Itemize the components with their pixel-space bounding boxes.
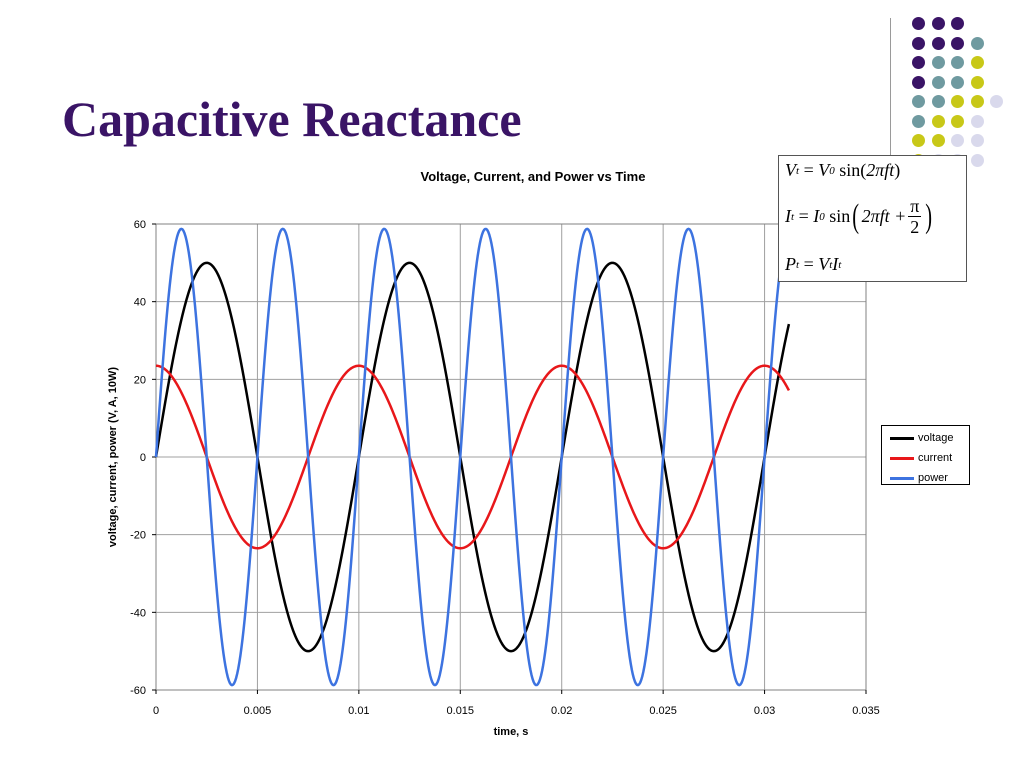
formula-symbol: I xyxy=(785,206,791,226)
formula-argument: 2πft + xyxy=(861,206,907,226)
decorative-dot xyxy=(931,75,945,89)
current-series-line xyxy=(155,364,791,550)
y-tick-label: -20 xyxy=(130,530,146,542)
formula-symbol: I xyxy=(832,254,839,274)
legend-item-power: power xyxy=(890,468,969,488)
decorative-dot xyxy=(931,56,945,69)
fraction-denominator: 2 xyxy=(910,217,920,237)
formula-subscript: 0 xyxy=(819,210,825,223)
formula-function: sin xyxy=(839,160,861,180)
formula-symbol: V xyxy=(818,160,830,180)
x-tick-label: 0.015 xyxy=(447,705,475,717)
x-tick-label: 0.005 xyxy=(244,705,272,717)
formula-symbol: V xyxy=(818,254,830,274)
axis-ticks: -60 -40 -20 0 20 40 60 0 0.005 0.01 0.015 0.02 0.025… xyxy=(130,219,880,717)
formula-equals: = xyxy=(798,206,809,226)
legend-label: power xyxy=(918,472,948,484)
x-tick-label: 0 xyxy=(153,705,159,717)
chart-title: Voltage, Current, and Power vs Time xyxy=(421,169,646,184)
formula-symbol: I xyxy=(813,206,820,226)
legend-item-current: current xyxy=(890,448,969,468)
y-tick-label: 20 xyxy=(134,374,146,386)
decorative-dot xyxy=(912,75,925,89)
y-tick-label: 60 xyxy=(134,219,146,231)
formula-subscript: t xyxy=(838,258,842,271)
formula-function: sin xyxy=(829,206,851,226)
x-tick-label: 0.03 xyxy=(754,705,775,717)
formula-subscript: t xyxy=(791,210,795,223)
decorative-dot xyxy=(990,95,1003,108)
x-tick-label: 0.035 xyxy=(852,705,880,717)
y-tick-label: 0 xyxy=(140,452,146,464)
series-lines xyxy=(154,227,791,687)
formula-symbol: V xyxy=(785,160,796,180)
decorative-dot xyxy=(912,134,925,147)
y-tick-label: -60 xyxy=(130,685,146,697)
formula-equals: = xyxy=(803,160,814,180)
decorative-dot xyxy=(970,153,984,167)
decorative-dot xyxy=(951,36,964,50)
formula-subscript: t xyxy=(796,258,800,271)
legend-label: current xyxy=(918,452,953,464)
y-tick-label: -40 xyxy=(130,607,146,619)
decorative-dot xyxy=(931,36,945,50)
chart-legend: voltage current power xyxy=(881,425,970,485)
right-paren: ) xyxy=(925,197,933,235)
decorative-dot xyxy=(912,36,925,50)
x-tick-label: 0.02 xyxy=(551,705,572,717)
decorative-dot xyxy=(912,56,925,69)
x-axis-label: time, s xyxy=(494,726,529,738)
formula-equals: = xyxy=(803,254,814,274)
decorative-dot xyxy=(970,114,984,128)
fraction-numerator: π xyxy=(908,196,922,217)
decorative-dot xyxy=(951,75,964,89)
decorative-dot xyxy=(970,134,984,147)
divider-line xyxy=(890,18,891,168)
y-tick-label: 40 xyxy=(134,297,146,309)
decorative-dot xyxy=(951,134,964,147)
formula-subscript: 0 xyxy=(829,164,835,177)
legend-swatch-voltage xyxy=(890,436,914,440)
decorative-dot xyxy=(912,17,925,30)
y-axis-label: voltage, current, power (V, A, 10W) xyxy=(107,367,119,547)
formula-argument: 2πft xyxy=(866,160,895,180)
power-series-line xyxy=(154,227,790,687)
formula-subscript: t xyxy=(829,258,833,271)
decorative-dot xyxy=(951,95,964,108)
decorative-dot xyxy=(970,56,984,69)
decorative-dot xyxy=(951,17,964,30)
legend-swatch-power xyxy=(890,476,914,480)
decorative-dot xyxy=(912,114,925,128)
legend-swatch-current xyxy=(890,456,914,460)
decorative-dot xyxy=(931,134,945,147)
formula-symbol: P xyxy=(785,254,796,274)
decorative-dot xyxy=(951,114,964,128)
decorative-dot xyxy=(970,75,984,89)
x-tick-label: 0.025 xyxy=(649,705,677,717)
legend-label: voltage xyxy=(918,432,954,444)
left-paren: ( xyxy=(852,197,860,235)
legend-item-voltage: voltage xyxy=(890,428,969,448)
decorative-dot xyxy=(951,56,964,69)
decorative-dot xyxy=(970,36,984,50)
fraction: π 2 xyxy=(908,196,922,237)
decorative-dot xyxy=(970,95,984,108)
decorative-dot xyxy=(931,114,945,128)
decorative-dot xyxy=(931,95,945,108)
decorative-dot xyxy=(931,17,945,30)
x-tick-label: 0.01 xyxy=(348,705,369,717)
slide-title: Capacitive Reactance xyxy=(62,91,522,147)
voltage-series-line xyxy=(154,261,791,653)
decorative-dot xyxy=(912,95,925,108)
formula-subscript: t xyxy=(796,164,800,177)
